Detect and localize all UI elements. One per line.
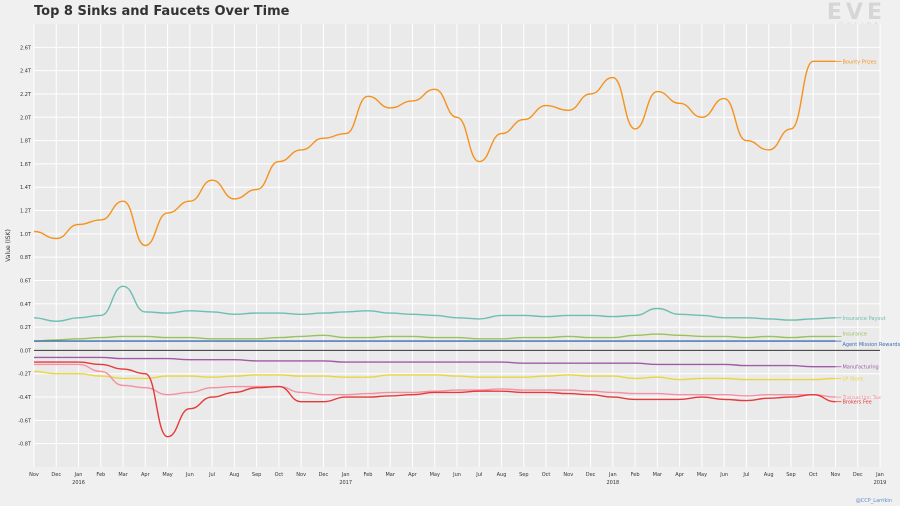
x-tick-label: Apr xyxy=(675,472,685,478)
x-tick-label: Jun xyxy=(185,472,194,478)
x-tick-label: Dec xyxy=(586,472,596,478)
y-tick-label: -0.2T xyxy=(18,372,32,378)
y-tick-label: 2.0T xyxy=(20,115,32,121)
y-tick-label: 1.4T xyxy=(20,185,32,191)
x-tick-label: Apr xyxy=(408,472,418,478)
x-tick-label: May xyxy=(697,472,707,478)
x-tick-label: May xyxy=(162,472,172,478)
x-tick-label: Nov xyxy=(29,472,39,478)
y-tick-label: 1.2T xyxy=(20,209,32,215)
x-year-label: 2019 xyxy=(874,480,887,486)
series-label: Brokers Fee xyxy=(842,400,871,406)
y-tick-label: 2.2T xyxy=(20,92,32,98)
y-tick-label: 2.6T xyxy=(20,45,32,51)
x-tick-label: Jun xyxy=(452,472,461,478)
x-year-label: 2016 xyxy=(72,480,85,486)
x-tick-label: Aug xyxy=(497,472,507,478)
series-label: Insurance xyxy=(842,331,867,337)
series-line-insurance-payout xyxy=(33,285,836,323)
series-line-lp-store xyxy=(33,370,836,381)
x-tick-label: Oct xyxy=(542,472,551,478)
series-line-brokers-fee xyxy=(34,361,836,438)
y-tick-label: 1.8T xyxy=(20,139,32,145)
x-tick-label: Jan xyxy=(608,472,617,478)
series-label: Manufacturing xyxy=(842,365,878,371)
y-tick-label: 1.6T xyxy=(20,162,32,168)
y-tick-label: 2.4T xyxy=(20,69,32,75)
x-tick-label: Jul xyxy=(208,472,215,478)
x-tick-label: Aug xyxy=(229,472,239,478)
y-tick-label: 0.0T xyxy=(20,348,32,354)
eve-logo: EVE xyxy=(826,0,886,25)
y-tick-label: 1.0T xyxy=(20,232,32,238)
x-tick-label: Jan xyxy=(875,472,884,478)
x-tick-label: Aug xyxy=(764,472,774,478)
x-tick-label: Mar xyxy=(118,472,128,478)
x-tick-label: Dec xyxy=(853,472,863,478)
x-tick-label: Feb xyxy=(96,472,105,478)
series-label: Transaction Tax xyxy=(841,395,880,401)
series-label: LP Store xyxy=(842,376,863,382)
y-axis-label: Value (ISK) xyxy=(5,229,12,262)
x-year-label: 2017 xyxy=(339,480,352,486)
x-tick-label: Oct xyxy=(275,472,284,478)
series-label: Bounty Prizes xyxy=(842,59,876,65)
y-tick-label: 0.6T xyxy=(20,278,32,284)
x-tick-label: Mar xyxy=(653,472,663,478)
y-tick-label: 0.2T xyxy=(20,325,32,331)
x-tick-label: Nov xyxy=(296,472,306,478)
series-line-transaction-tax xyxy=(33,363,836,398)
x-tick-label: Sep xyxy=(252,472,261,478)
x-tick-label: May xyxy=(430,472,440,478)
x-tick-label: Feb xyxy=(364,472,373,478)
series-line-insurance xyxy=(33,333,836,342)
x-tick-label: Jun xyxy=(719,472,728,478)
y-tick-label: -0.6T xyxy=(18,418,32,424)
x-tick-label: Dec xyxy=(51,472,61,478)
series-label: Agent Mission Rewards xyxy=(842,342,900,348)
series-line-bounty-prizes xyxy=(33,60,836,247)
x-tick-label: Jan xyxy=(341,472,350,478)
x-tick-label: Oct xyxy=(809,472,818,478)
x-tick-label: Apr xyxy=(141,472,151,478)
x-tick-label: Sep xyxy=(519,472,528,478)
x-tick-label: Nov xyxy=(831,472,841,478)
x-year-label: 2018 xyxy=(606,480,619,486)
y-tick-label: 0.4T xyxy=(20,302,32,308)
x-tick-label: Jul xyxy=(475,472,482,478)
x-tick-label: Sep xyxy=(786,472,795,478)
credit-text: @CCP_Larrikin xyxy=(855,498,892,504)
y-tick-label: -0.4T xyxy=(18,395,32,401)
x-tick-label: Nov xyxy=(563,472,573,478)
x-tick-label: Mar xyxy=(385,472,395,478)
x-tick-label: Jan xyxy=(74,472,83,478)
chart-title: Top 8 Sinks and Faucets Over Time xyxy=(34,4,290,19)
series-label: Insurance Payout xyxy=(842,316,885,322)
y-tick-label: -0.8T xyxy=(18,442,32,448)
y-tick-label: 0.8T xyxy=(20,255,32,261)
x-tick-label: Jul xyxy=(742,472,749,478)
series-line-manufacturing xyxy=(34,356,836,368)
x-tick-label: Feb xyxy=(631,472,640,478)
x-tick-label: Dec xyxy=(319,472,329,478)
